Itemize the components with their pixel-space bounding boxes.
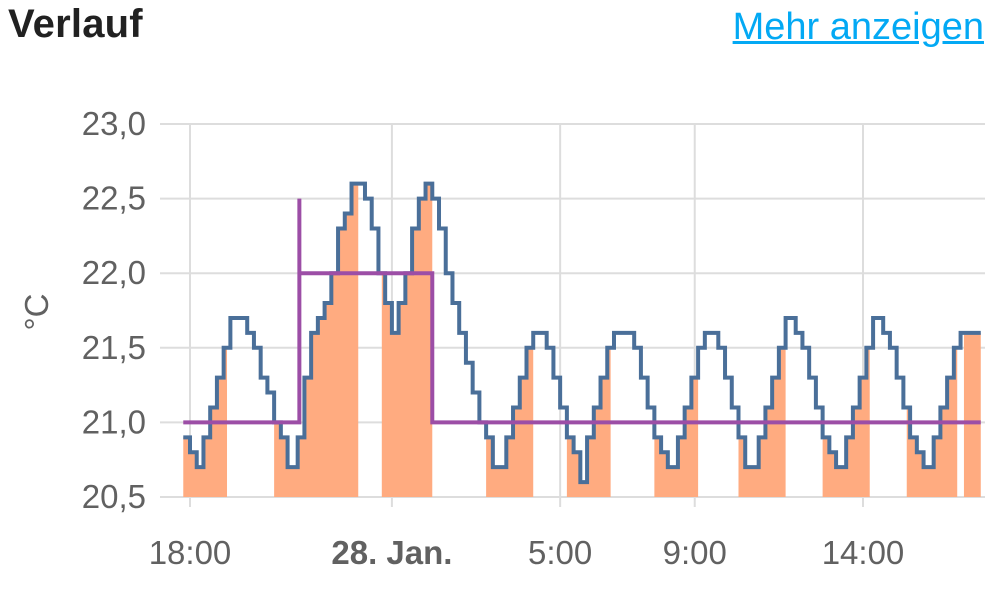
x-axis-ticks: 18:00 28. Jan. 5:00 9:00 14:00 <box>149 534 905 571</box>
x-tick-label: 9:00 <box>663 534 727 571</box>
target-line <box>183 198 981 425</box>
line-layer <box>183 181 981 485</box>
y-tick-label: 22,0 <box>82 254 146 291</box>
heating-area <box>906 347 958 497</box>
x-tick-label: 5:00 <box>528 534 592 571</box>
x-tick-label: 28. Jan. <box>331 534 452 571</box>
y-axis-ticks: 23,0 22,5 22,0 21,5 21,0 20,5 <box>82 105 146 515</box>
y-tick-label: 21,5 <box>82 329 146 366</box>
more-link[interactable]: Mehr anzeigen <box>732 6 984 48</box>
y-axis-label: °C <box>18 293 55 330</box>
heating-fill-layer <box>183 183 981 497</box>
y-tick-label: 21,0 <box>82 403 146 440</box>
y-tick-label: 20,5 <box>82 478 146 515</box>
card-title: Verlauf <box>8 2 143 46</box>
y-tick-label: 22,5 <box>82 180 146 217</box>
heating-area <box>381 183 433 497</box>
heating-area <box>566 347 611 497</box>
x-tick-label: 14:00 <box>822 534 905 571</box>
heating-area <box>963 332 981 497</box>
y-tick-label: 23,0 <box>82 105 146 142</box>
x-tick-label: 18:00 <box>149 534 232 571</box>
heating-area <box>183 347 228 497</box>
temperature-line <box>183 181 981 485</box>
heating-area <box>274 183 359 497</box>
